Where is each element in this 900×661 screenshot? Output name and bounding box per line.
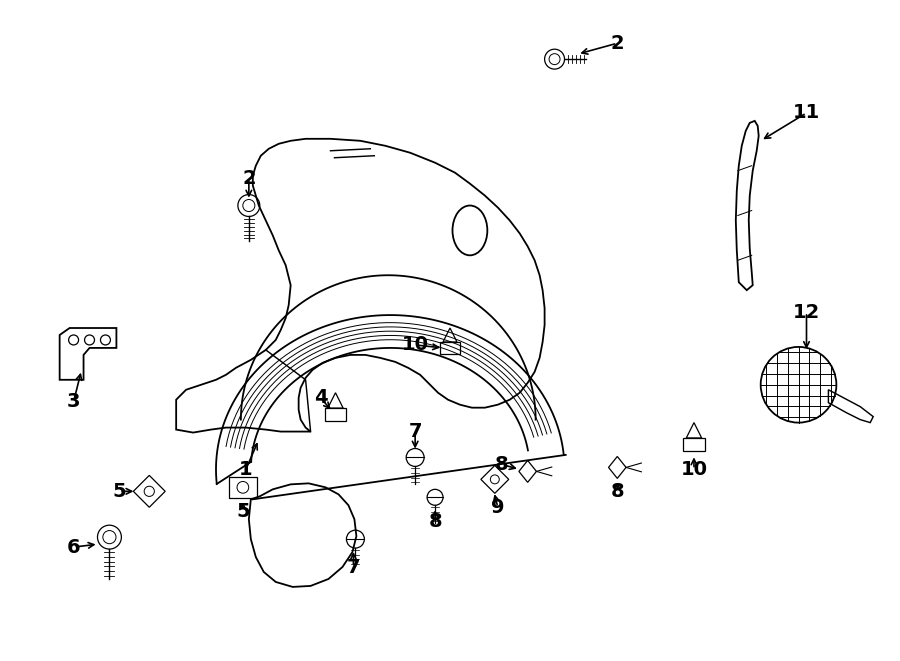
- Text: 11: 11: [793, 103, 820, 122]
- Text: 6: 6: [67, 537, 80, 557]
- Text: 3: 3: [67, 392, 80, 411]
- Text: 5: 5: [236, 502, 249, 521]
- Text: 2: 2: [242, 169, 256, 188]
- Bar: [229, 477, 256, 498]
- Text: 12: 12: [793, 303, 820, 322]
- Text: 10: 10: [680, 460, 707, 479]
- Text: 8: 8: [610, 482, 624, 501]
- Text: 5: 5: [112, 482, 126, 501]
- Text: 8: 8: [428, 512, 442, 531]
- Bar: [683, 438, 705, 451]
- Text: 1: 1: [239, 460, 253, 479]
- Text: 7: 7: [409, 422, 422, 441]
- Text: 2: 2: [610, 34, 624, 53]
- Text: 10: 10: [401, 335, 428, 354]
- Bar: [440, 342, 460, 354]
- Text: 4: 4: [314, 388, 328, 407]
- Text: 8: 8: [495, 455, 508, 474]
- Text: 9: 9: [491, 498, 505, 517]
- Bar: [325, 408, 346, 421]
- Text: 7: 7: [346, 557, 360, 576]
